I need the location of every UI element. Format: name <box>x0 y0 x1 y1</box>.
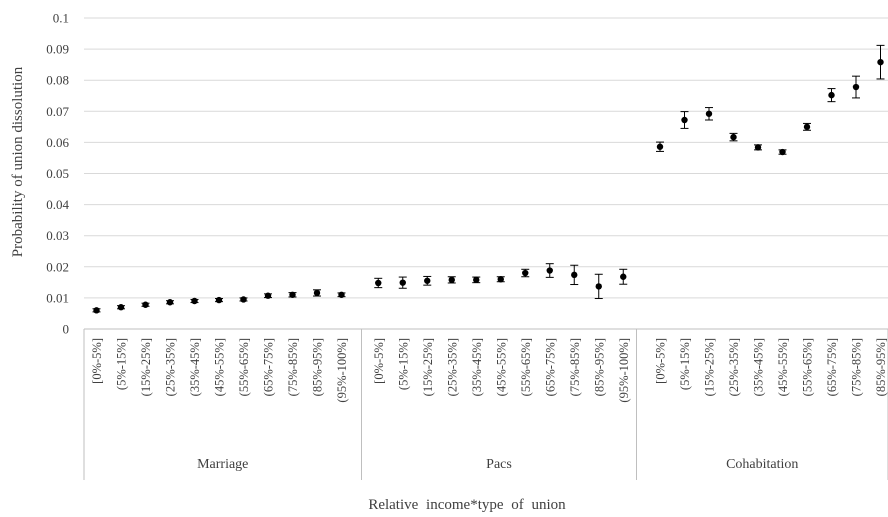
x-category-label: (65%-75%] <box>825 338 839 396</box>
data-point <box>877 58 884 66</box>
x-category-label: (5%-15%] <box>115 338 129 390</box>
data-point <box>595 283 602 290</box>
data-point <box>730 133 737 141</box>
data-point <box>191 297 198 305</box>
x-category-label: (15%-25%] <box>703 338 717 396</box>
data-point <box>803 123 811 131</box>
x-category-label: (75%-85%] <box>850 338 864 396</box>
x-category-label: (5%-15%] <box>678 338 692 390</box>
y-tick-label: 0 <box>63 322 70 337</box>
data-point <box>497 276 504 283</box>
group-label: Cohabitation <box>726 457 798 472</box>
y-tick-label: 0.06 <box>46 135 69 150</box>
x-category-label: (25%-35%] <box>727 338 741 396</box>
y-axis-ticks: 0 0.01 0.02 0.03 0.04 0.05 0.06 0.07 0.08 0.09 0.1 <box>46 11 69 337</box>
y-tick-label: 0.02 <box>46 259 69 274</box>
data-point <box>656 143 664 150</box>
y-tick-label: 0.01 <box>46 290 69 305</box>
data-point <box>705 110 713 117</box>
x-category-label: [0%-5%] <box>654 338 668 384</box>
x-category-label: (55%-65%] <box>237 338 251 396</box>
x-category-label: (95%-100%] <box>335 338 349 403</box>
data-point <box>754 144 762 151</box>
x-category-label: (15%-25%] <box>139 338 153 396</box>
data-point <box>289 291 296 298</box>
x-category-label: (35%-45%] <box>188 338 202 396</box>
x-category-label: (45%-55%] <box>213 338 227 396</box>
y-tick-label: 0.05 <box>46 166 69 181</box>
y-tick-label: 0.03 <box>46 228 69 243</box>
x-category-label: (75%-85%] <box>286 338 300 396</box>
data-point <box>681 116 688 124</box>
x-axis-title: Relative income*type of union <box>368 497 566 513</box>
data-point <box>522 269 529 277</box>
x-category-label: (55%-65%] <box>801 338 815 396</box>
x-category-label: (45%-55%] <box>494 338 508 396</box>
x-category-label: (25%-35%] <box>445 338 459 396</box>
y-tick-label: 0.04 <box>46 197 69 212</box>
data-point <box>264 292 272 299</box>
data-point <box>142 301 149 308</box>
x-category-label: (85%-95%] <box>874 338 888 396</box>
y-tick-label: 0.08 <box>46 73 69 88</box>
x-category-label: (35%-45%] <box>752 338 766 396</box>
x-category-label: [0%-5%] <box>90 338 104 384</box>
group-label: Marriage <box>197 457 248 472</box>
data-point <box>779 148 786 156</box>
x-category-label: (45%-55%] <box>776 338 790 396</box>
x-category-label: (5%-15%] <box>396 338 410 390</box>
data-point <box>117 304 125 311</box>
data-point <box>166 299 174 306</box>
data-point <box>473 276 480 284</box>
data-point <box>399 279 406 286</box>
y-tick-label: 0.09 <box>46 42 69 57</box>
x-category-label: (25%-35%] <box>164 338 178 396</box>
group-label: Pacs <box>486 457 512 472</box>
y-axis-title: Probability of union dissolution <box>10 66 26 257</box>
y-tick-label: 0.07 <box>46 104 69 119</box>
data-points <box>92 44 885 314</box>
x-category-label: (65%-75%] <box>262 338 276 396</box>
x-category-label: (55%-65%] <box>519 338 533 396</box>
x-category-label: (35%-45%] <box>470 338 484 396</box>
data-point <box>338 291 345 298</box>
data-point <box>375 279 382 287</box>
data-point <box>448 276 455 284</box>
data-point <box>215 296 223 304</box>
gridlines <box>84 17 888 330</box>
data-point <box>828 91 835 99</box>
data-point <box>620 273 627 280</box>
x-category-label: (75%-85%] <box>568 338 582 396</box>
x-category-label: (15%-25%] <box>421 338 435 396</box>
data-point <box>240 296 247 303</box>
data-point <box>93 307 100 314</box>
x-category-label: (65%-75%] <box>543 338 557 396</box>
x-category-label: (85%-95%] <box>311 338 325 396</box>
data-point <box>313 289 321 297</box>
y-tick-label: 0.1 <box>53 11 69 26</box>
data-point <box>546 267 553 274</box>
x-category-label: (95%-100%] <box>617 338 631 403</box>
x-axis: [0%-5%] (5%-15%] (15%-25%] (25%-35%] (35%-45… <box>83 329 888 480</box>
data-point <box>571 271 578 279</box>
data-point <box>852 83 860 91</box>
x-category-label: (85%-95%] <box>592 338 606 396</box>
data-point <box>424 277 431 284</box>
x-category-label: [0%-5%] <box>372 338 386 384</box>
